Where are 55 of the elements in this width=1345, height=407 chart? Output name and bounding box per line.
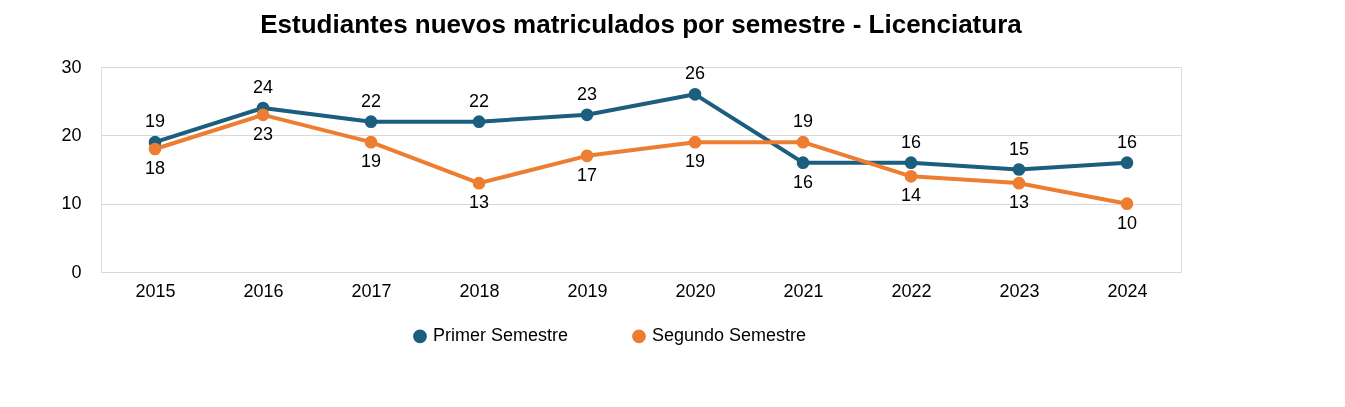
data-label: 22 [468,90,490,111]
data-label: 16 [900,131,922,152]
point [796,135,810,149]
x-tick-label: 2017 [351,280,392,301]
point [1120,156,1134,169]
data-label: 23 [576,83,598,104]
data-label: 19 [360,151,382,172]
point [580,149,594,163]
point [796,156,810,169]
point [1012,163,1026,176]
x-tick-label: 2022 [891,280,932,301]
x-tick-label: 2019 [567,280,608,301]
data-label: 24 [252,77,274,97]
x-tick-label: 2015 [135,280,176,301]
chart-title: Estudiantes nuevos matriculados por semestre - Licenciatura [260,9,1023,39]
legend-label: Primer Semestre [433,325,569,346]
data-label: 16 [792,171,814,192]
data-label: 15 [1008,138,1030,159]
x-tick-label: 2024 [1107,280,1148,301]
y-tick-label: 10 [61,193,82,214]
point [472,176,486,190]
data-label: 10 [1116,212,1138,233]
data-label: 13 [1008,192,1030,213]
data-label: 14 [900,185,922,206]
point [904,170,918,183]
data-label: 18 [144,158,166,178]
data-label: 19 [684,151,706,172]
point [1012,176,1026,190]
x-tick-label: 2020 [675,280,716,301]
point [472,115,486,128]
data-label: 17 [576,164,598,185]
x-tick-label: 2018 [459,280,500,301]
y-tick-label: 0 [71,261,82,282]
y-tick-label: 20 [61,124,82,145]
x-tick-label: 2021 [783,280,824,301]
point [364,135,378,149]
point [688,135,702,149]
point [904,156,918,169]
point [688,88,702,101]
y-tick-label: 30 [61,56,82,77]
data-label: 13 [468,192,490,213]
data-label: 26 [684,63,706,84]
x-tick-label: 2016 [243,280,284,301]
x-tick-label: 2023 [999,280,1040,301]
point [364,115,378,128]
data-label: 16 [1116,131,1138,152]
data-label: 23 [252,123,274,144]
data-label: 19 [792,111,814,132]
data-label: 19 [144,111,166,132]
data-label: 22 [360,90,382,111]
legend-label: Segundo Semestre [652,325,807,346]
point [1120,197,1134,210]
point [256,108,270,122]
point [580,108,594,122]
point [148,142,162,156]
